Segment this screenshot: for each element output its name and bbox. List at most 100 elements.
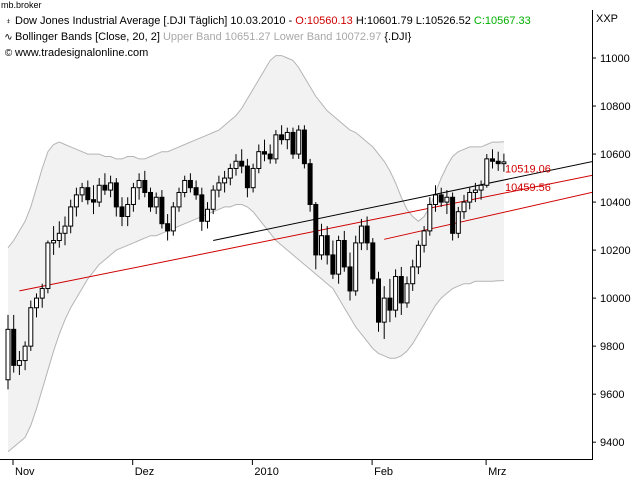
candle-body <box>182 179 188 193</box>
candle-body <box>73 194 79 208</box>
candle-body <box>176 191 182 208</box>
candle-body <box>461 201 467 213</box>
candle-body <box>5 328 11 381</box>
candle-body <box>28 307 34 347</box>
candle-body <box>130 187 136 205</box>
candle-body <box>313 203 319 256</box>
x-tick-label: 2010 <box>254 466 278 478</box>
candle-body <box>199 194 205 222</box>
candle-body <box>22 345 28 362</box>
candle-body <box>484 158 490 186</box>
candle-body <box>119 206 125 217</box>
candle-body <box>404 283 410 304</box>
candle-body <box>193 187 199 196</box>
candle-body <box>34 297 39 309</box>
copyright-line: © www.tradesignalonline.com <box>4 46 148 61</box>
candle-body <box>478 184 484 191</box>
candle-body <box>227 167 233 179</box>
candle-body <box>421 230 427 246</box>
candle-body <box>222 177 228 184</box>
candle-body <box>39 288 45 299</box>
plot-area[interactable] <box>0 10 593 460</box>
candle-body <box>16 360 22 366</box>
candle-body <box>330 254 336 275</box>
trendline-price-label: 10459.56 <box>505 182 551 194</box>
candle-body <box>455 211 461 234</box>
candle-body <box>381 297 387 323</box>
candle-body <box>68 206 74 227</box>
candle-body <box>290 131 296 155</box>
candle-body <box>324 235 330 256</box>
candle-body <box>472 189 478 193</box>
candle-icon: ⍖ <box>5 16 12 27</box>
candle-body <box>91 199 96 203</box>
candle-body <box>250 167 256 189</box>
indicator-wave-icon: ∿ <box>4 32 13 43</box>
candle-body <box>438 194 444 203</box>
candle-body <box>79 187 85 196</box>
candle-body <box>45 242 51 290</box>
indicator-values: Upper Band 10651.27 Lower Band 10072.97 <box>159 31 382 43</box>
instrument-name: Dow Jones Industrial Average [.DJI Tägli… <box>15 15 296 27</box>
candle-body <box>279 134 285 141</box>
candle-body <box>165 223 171 232</box>
bollinger-upper-band <box>7 55 504 249</box>
low-value: L:10526.52 <box>412 15 471 27</box>
candle-body <box>376 278 381 323</box>
candle-body <box>210 189 216 210</box>
candle-body <box>444 196 450 203</box>
candle-body <box>113 182 119 208</box>
candle-body <box>239 160 245 167</box>
candle-body <box>170 206 176 232</box>
candle-body <box>296 129 302 155</box>
candle-body <box>341 240 347 268</box>
candle-body <box>393 276 399 311</box>
candle-body <box>358 225 364 244</box>
candle-body <box>336 240 342 275</box>
y-tick-label: 10000 <box>600 293 631 305</box>
candle-body <box>216 182 222 191</box>
candle-body <box>370 242 376 280</box>
y-tick-label: 9600 <box>600 389 624 401</box>
indicator-symbol: {.DJI} <box>381 31 412 43</box>
open-value: O:10560.13 <box>295 15 353 27</box>
y-tick-label: 10400 <box>600 197 631 209</box>
x-tick-label: Nov <box>15 466 35 478</box>
axis-symbol-label: XXP <box>596 13 619 25</box>
source-url: www.tradesignalonline.com <box>15 47 149 59</box>
candle-body <box>102 184 108 191</box>
trendline-3 <box>384 191 592 240</box>
candle-body <box>244 165 250 189</box>
candle-body <box>125 203 131 217</box>
candle-body <box>136 179 142 189</box>
candle-body <box>450 196 456 234</box>
candle-body <box>153 196 159 208</box>
candle-body <box>11 328 17 366</box>
candle-body <box>85 187 91 201</box>
candle-body <box>415 244 421 268</box>
instrument-header: ⍖ Dow Jones Industrial Average [.DJI Tägl… <box>4 14 531 29</box>
y-tick-label: 9400 <box>600 437 624 449</box>
x-tick-label: Mrz <box>488 466 506 478</box>
indicator-name: Bollinger Bands [Close, 20, 2] <box>15 31 160 43</box>
candle-body <box>262 151 267 155</box>
candle-body <box>347 266 353 292</box>
candle-body <box>284 131 290 141</box>
y-tick-label: 10800 <box>600 101 631 113</box>
candle-body <box>273 134 279 160</box>
candle-body <box>142 179 148 193</box>
candle-body <box>159 196 165 225</box>
candle-body <box>490 158 495 162</box>
candle-body <box>267 153 273 160</box>
window-title: mb.broker <box>1 0 42 10</box>
close-value: C:10567.33 <box>470 15 531 27</box>
x-tick-label: Dez <box>135 466 155 478</box>
candle-body <box>495 160 501 165</box>
candle-body <box>398 276 404 304</box>
candle-body <box>256 151 262 169</box>
y-tick-label: 11000 <box>600 53 630 65</box>
trendline-1 <box>213 161 592 241</box>
candle-body <box>433 194 438 205</box>
trendline-price-label: 10519.06 <box>505 163 551 175</box>
